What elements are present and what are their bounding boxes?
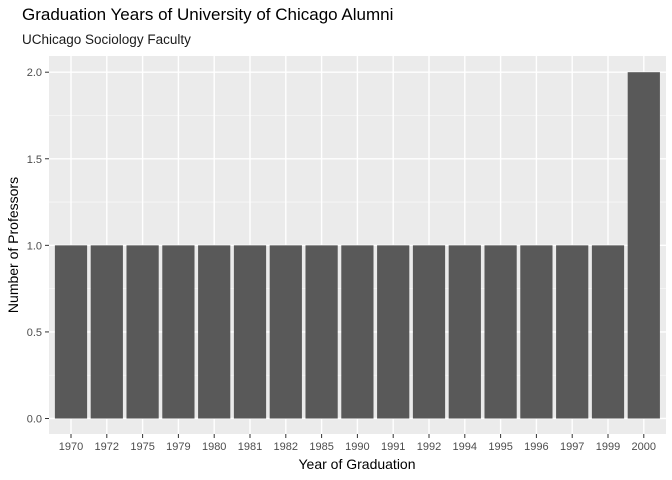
- x-tick-label: 1990: [345, 441, 369, 453]
- bar: [233, 245, 267, 419]
- x-tick-label: 1980: [202, 441, 226, 453]
- bar: [520, 245, 553, 419]
- y-tick-label: 0.0: [27, 414, 42, 426]
- x-tick-label: 1991: [381, 441, 405, 453]
- chart-subtitle: UChicago Sociology Faculty: [22, 32, 191, 47]
- chart-title: Graduation Years of University of Chicag…: [22, 5, 393, 24]
- y-tick-label: 1.0: [27, 240, 42, 252]
- y-axis: 0.0 0.5 1.0 1.5 2.0: [27, 67, 49, 426]
- bar: [305, 245, 338, 419]
- y-tick-label: 0.5: [27, 327, 42, 339]
- x-tick-label: 1972: [95, 441, 119, 453]
- x-axis-title: Year of Graduation: [298, 456, 415, 472]
- x-tick-label: 1979: [166, 441, 190, 453]
- x-tick-label: 1995: [488, 441, 512, 453]
- bar: [126, 245, 159, 419]
- y-tick-label: 1.5: [27, 154, 42, 166]
- x-tick-label: 1970: [59, 441, 83, 453]
- bar: [341, 245, 374, 419]
- bar: [627, 72, 660, 419]
- bar: [412, 245, 446, 419]
- y-tick-label: 2.0: [27, 67, 42, 79]
- x-tick-label: 1981: [238, 441, 262, 453]
- bar: [54, 245, 88, 419]
- bars: [54, 72, 660, 419]
- bar: [448, 245, 481, 419]
- x-tick-label: 1985: [309, 441, 333, 453]
- x-tick-label: 1992: [417, 441, 441, 453]
- x-tick-label: 1999: [596, 441, 620, 453]
- bar: [162, 245, 195, 419]
- bar: [377, 245, 410, 419]
- bar: [269, 245, 302, 419]
- bar: [591, 245, 625, 419]
- x-tick-label: 1994: [453, 441, 477, 453]
- bar: [556, 245, 589, 419]
- x-tick-label: 2000: [632, 441, 656, 453]
- x-tick-label: 1975: [130, 441, 154, 453]
- x-axis: 1970 1972 1975 1979 1980 1981 1982 1985 1990 1991…: [59, 434, 656, 453]
- bar: [198, 245, 231, 419]
- bar: [90, 245, 123, 419]
- y-axis-title: Number of Professors: [5, 177, 21, 313]
- bar: [484, 245, 517, 419]
- x-tick-label: 1996: [524, 441, 548, 453]
- x-tick-label: 1982: [274, 441, 298, 453]
- x-tick-label: 1997: [560, 441, 584, 453]
